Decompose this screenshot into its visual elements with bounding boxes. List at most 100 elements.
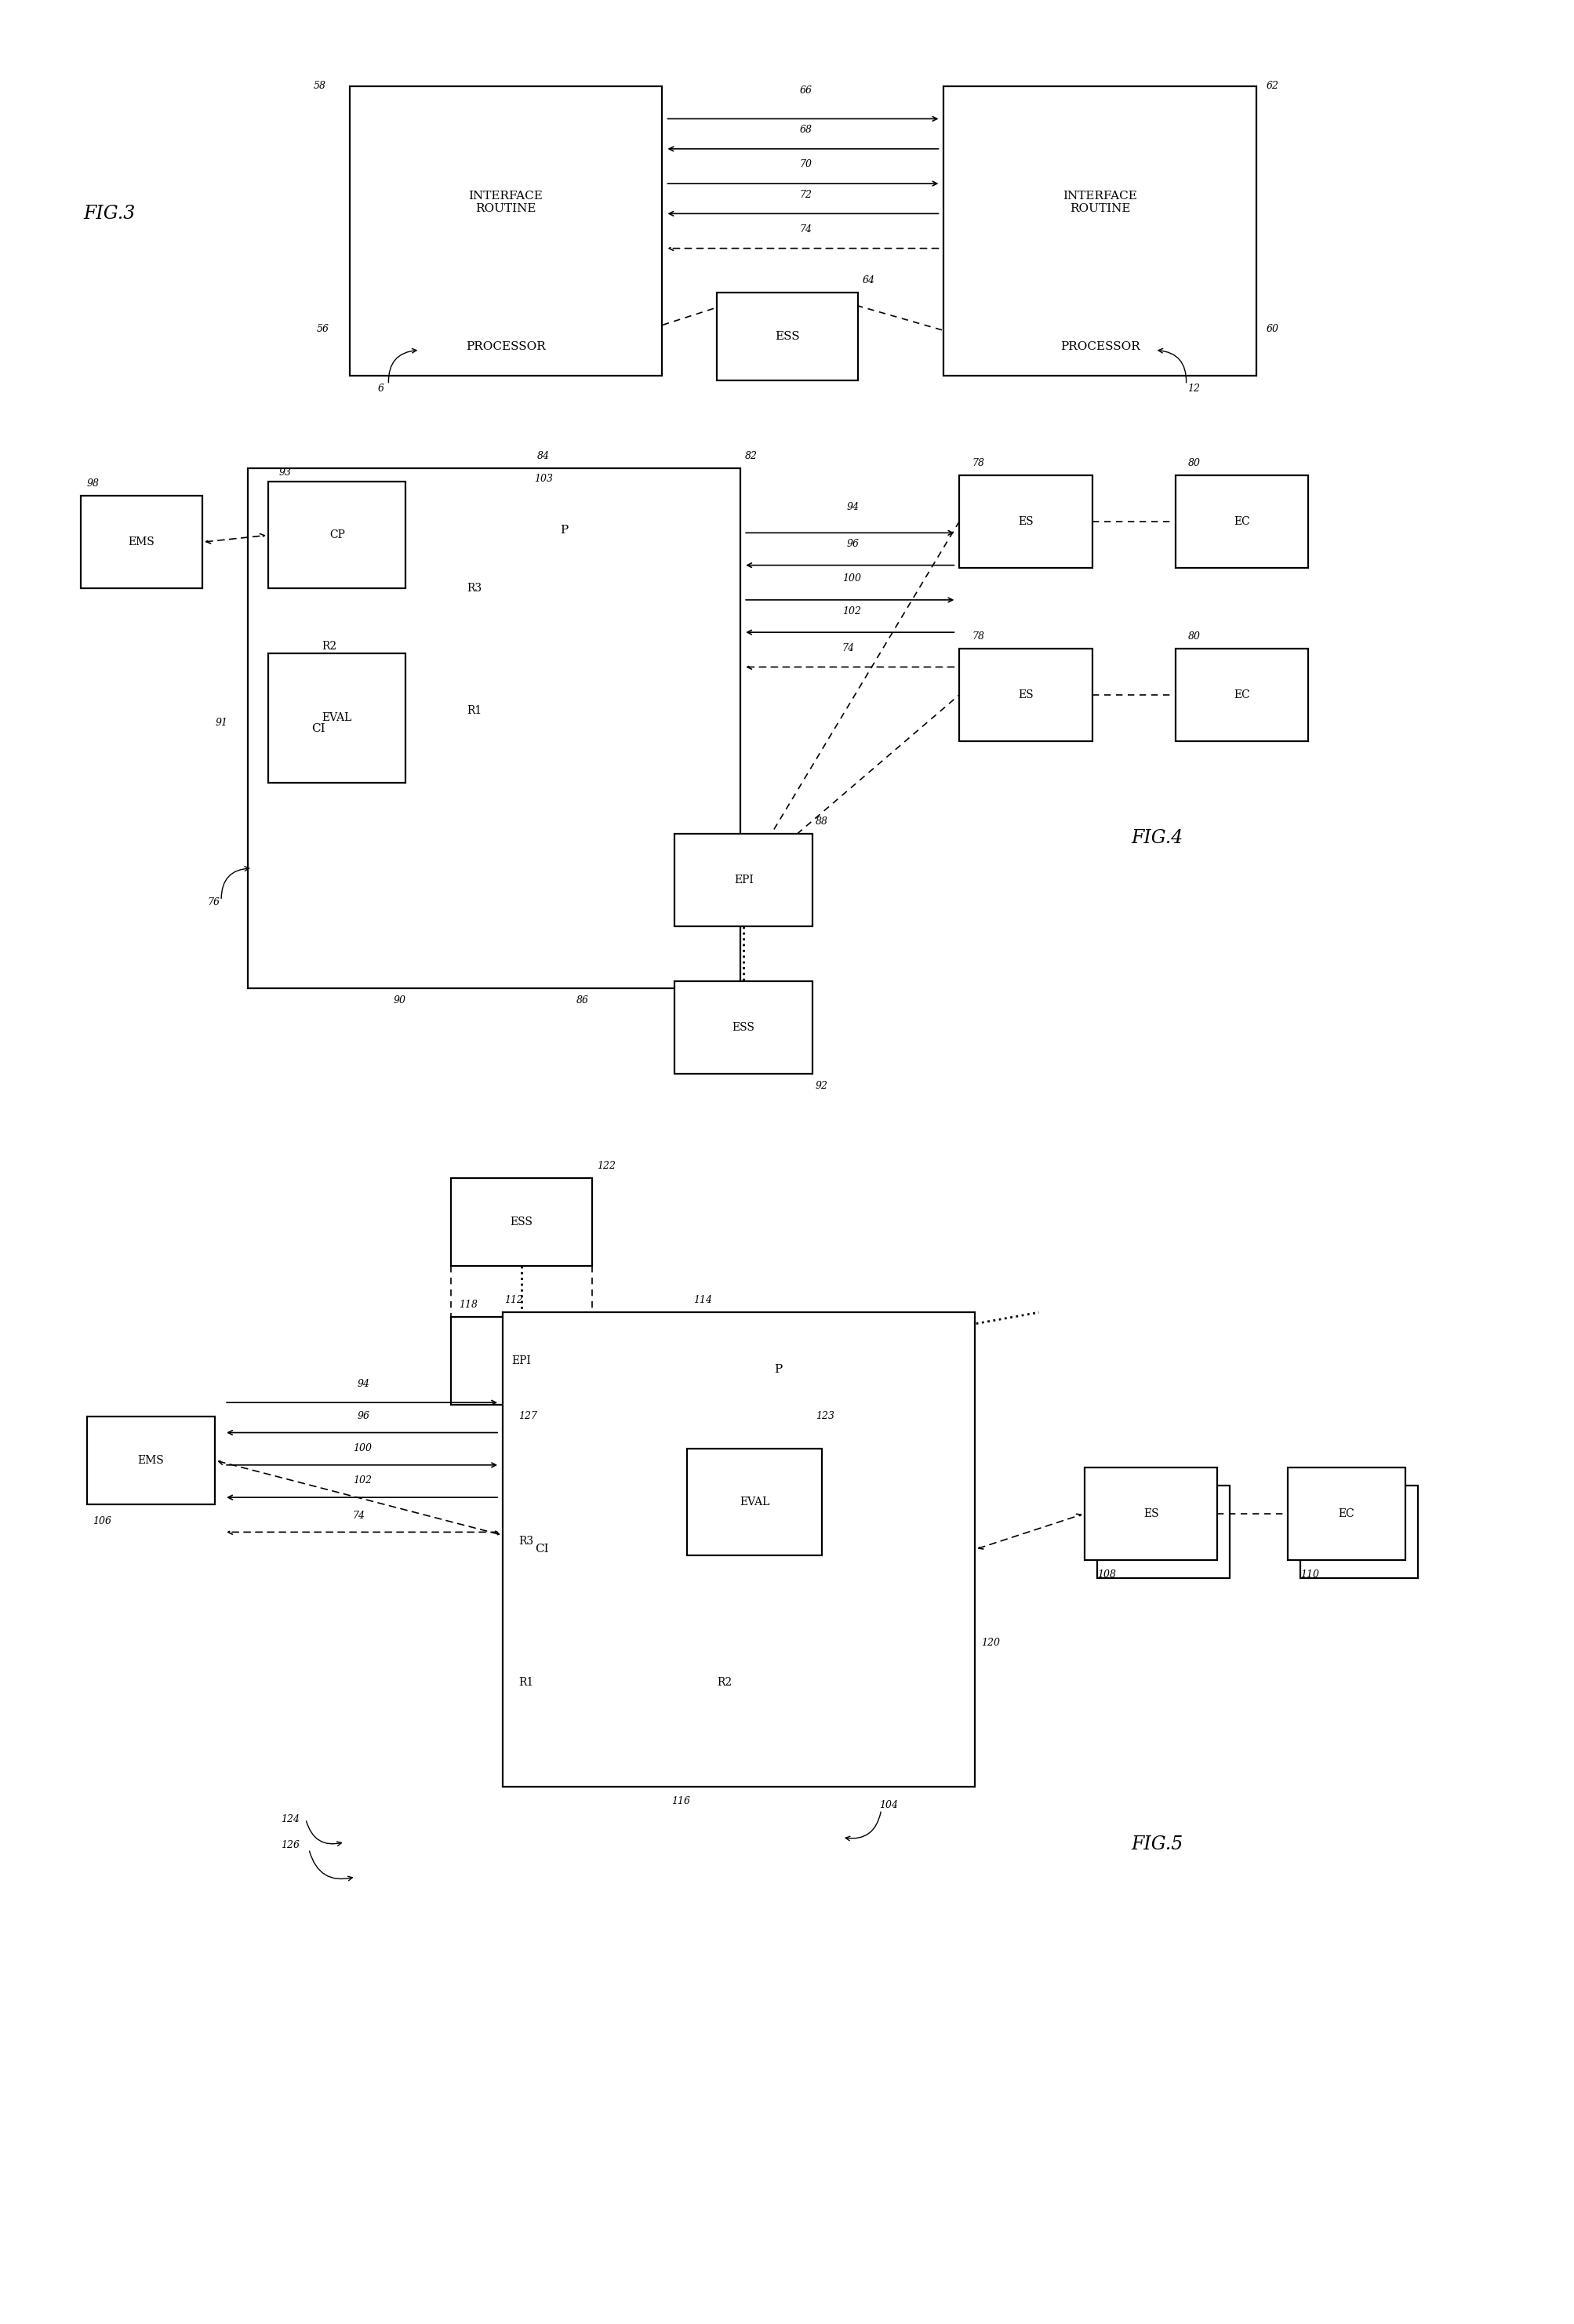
Text: 98: 98	[87, 479, 99, 488]
Text: 94: 94	[847, 502, 859, 511]
Bar	[1288, 1466, 1404, 1559]
Text: 120: 120	[981, 1638, 999, 1648]
Text: 124: 124	[280, 1815, 299, 1824]
Text: 66: 66	[800, 86, 812, 95]
Text: R1: R1	[518, 1678, 534, 1687]
Text: EC: EC	[1232, 690, 1250, 700]
Text: R2: R2	[321, 641, 337, 651]
Text: R3: R3	[518, 1536, 534, 1548]
Bar	[502, 1313, 974, 1787]
Text: EC: EC	[1232, 516, 1250, 528]
Text: P: P	[560, 525, 568, 537]
Bar	[674, 834, 812, 925]
Text: PROCESSOR: PROCESSOR	[466, 342, 546, 353]
Text: 78: 78	[971, 632, 984, 641]
Text: 60: 60	[1265, 323, 1278, 335]
Bar	[349, 86, 663, 376]
Text: 126: 126	[280, 1841, 299, 1850]
Text: 123: 123	[815, 1411, 834, 1420]
Text: ES: ES	[1018, 516, 1033, 528]
Text: ESS: ESS	[774, 330, 800, 342]
Text: CI: CI	[312, 723, 324, 734]
Text: EVAL: EVAL	[321, 713, 353, 723]
Text: R3: R3	[467, 583, 482, 595]
Text: EVAL: EVAL	[740, 1497, 770, 1508]
Bar	[716, 293, 858, 381]
Text: 116: 116	[671, 1796, 689, 1806]
Bar	[943, 86, 1256, 376]
Text: CP: CP	[329, 530, 345, 541]
Text: 92: 92	[815, 1081, 828, 1092]
Text: 91: 91	[216, 718, 227, 727]
Text: 102: 102	[353, 1476, 371, 1485]
Text: R2: R2	[718, 1678, 732, 1687]
Bar	[1084, 1466, 1217, 1559]
Bar	[959, 648, 1092, 741]
Text: ESS: ESS	[732, 1023, 754, 1034]
Text: EPI: EPI	[512, 1355, 530, 1367]
Text: 110: 110	[1300, 1569, 1319, 1580]
Text: 108: 108	[1097, 1569, 1116, 1580]
Text: PROCESSOR: PROCESSOR	[1059, 342, 1140, 353]
Text: 100: 100	[842, 574, 861, 583]
Text: ESS: ESS	[510, 1218, 532, 1227]
Bar	[87, 1415, 216, 1504]
Bar	[1097, 1485, 1229, 1578]
Bar	[247, 467, 740, 988]
Text: 104: 104	[880, 1801, 899, 1810]
Bar	[80, 495, 203, 588]
Bar	[674, 981, 812, 1074]
Text: FIG.4: FIG.4	[1130, 830, 1182, 848]
Text: P: P	[773, 1364, 782, 1376]
Text: 78: 78	[971, 458, 984, 467]
Text: 102: 102	[842, 607, 861, 616]
Text: INTERFACE
ROUTINE: INTERFACE ROUTINE	[1062, 191, 1136, 214]
Text: FIG.5: FIG.5	[1130, 1836, 1182, 1852]
Text: 106: 106	[93, 1515, 112, 1527]
Text: 70: 70	[800, 160, 812, 170]
Text: 112: 112	[504, 1294, 523, 1306]
Text: 62: 62	[1265, 81, 1278, 91]
Text: 96: 96	[357, 1411, 370, 1420]
Text: 58: 58	[313, 81, 326, 91]
Bar	[450, 1178, 592, 1267]
Text: ES: ES	[1018, 690, 1033, 700]
Text: 80: 80	[1187, 458, 1199, 467]
Text: 74: 74	[800, 223, 812, 235]
Text: 100: 100	[353, 1443, 371, 1452]
Bar	[268, 481, 406, 588]
Text: 88: 88	[815, 816, 828, 827]
Text: 74: 74	[353, 1511, 365, 1520]
Text: 6: 6	[378, 383, 384, 395]
Bar	[959, 474, 1092, 567]
Text: EMS: EMS	[137, 1455, 164, 1466]
Text: EC: EC	[1338, 1508, 1354, 1520]
Text: 64: 64	[863, 274, 875, 286]
Bar	[1174, 474, 1308, 567]
Text: 118: 118	[458, 1299, 477, 1311]
Bar	[1300, 1485, 1417, 1578]
Text: 103: 103	[534, 474, 552, 483]
Text: 86: 86	[576, 995, 589, 1006]
Text: 68: 68	[800, 125, 812, 135]
Text: CI: CI	[535, 1543, 548, 1555]
Text: EMS: EMS	[127, 537, 154, 548]
Text: 127: 127	[518, 1411, 537, 1420]
Text: FIG.3: FIG.3	[83, 205, 135, 223]
Text: 72: 72	[800, 191, 812, 200]
Text: ES: ES	[1143, 1508, 1158, 1520]
Text: 82: 82	[745, 451, 757, 460]
Text: 80: 80	[1187, 632, 1199, 641]
Text: 90: 90	[394, 995, 406, 1006]
Text: 114: 114	[693, 1294, 711, 1306]
Text: R1: R1	[467, 706, 482, 716]
Bar	[450, 1318, 592, 1406]
Text: 94: 94	[357, 1378, 370, 1390]
Bar	[686, 1448, 822, 1555]
Text: 93: 93	[279, 467, 291, 476]
Bar	[1174, 648, 1308, 741]
Text: 122: 122	[597, 1162, 615, 1171]
Text: 84: 84	[537, 451, 549, 460]
Text: 96: 96	[847, 539, 859, 548]
Text: 12: 12	[1187, 383, 1199, 395]
